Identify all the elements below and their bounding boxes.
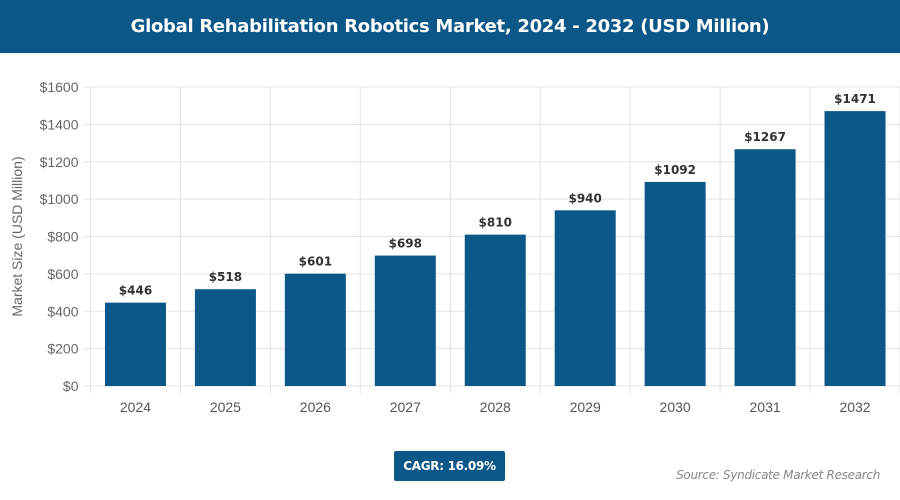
x-tick-label: 2027 bbox=[390, 399, 421, 415]
data-label: $446 bbox=[119, 284, 152, 298]
bar-2026 bbox=[284, 273, 346, 386]
cagr-badge: CAGR: 16.09% bbox=[394, 451, 505, 481]
data-label: $1471 bbox=[834, 92, 876, 106]
y-tick-label: $1600 bbox=[40, 79, 79, 95]
bar-2032 bbox=[824, 111, 886, 386]
data-label: $1092 bbox=[654, 163, 696, 177]
x-tick-label: 2031 bbox=[750, 399, 781, 415]
bar-2031 bbox=[734, 149, 796, 386]
data-label: $601 bbox=[299, 255, 332, 269]
bar-2029 bbox=[554, 210, 616, 386]
bar-2024 bbox=[104, 302, 166, 386]
chart-title: Global Rehabilitation Robotics Market, 2… bbox=[0, 0, 900, 53]
y-tick-label: $1000 bbox=[40, 191, 79, 207]
x-tick-label: 2028 bbox=[480, 399, 511, 415]
bar-2028 bbox=[464, 234, 526, 386]
y-tick-label: $800 bbox=[47, 229, 78, 245]
y-tick-label: $600 bbox=[47, 266, 78, 282]
data-label: $698 bbox=[389, 237, 422, 251]
x-tick-label: 2032 bbox=[839, 399, 870, 415]
x-tick-label: 2029 bbox=[570, 399, 601, 415]
y-tick-label: $200 bbox=[47, 341, 78, 357]
bar-2030 bbox=[644, 181, 706, 386]
data-label: $810 bbox=[479, 216, 512, 230]
x-tick-label: 2025 bbox=[210, 399, 241, 415]
data-label: $518 bbox=[209, 270, 242, 284]
y-axis-label: Market Size (USD Million) bbox=[9, 156, 25, 316]
y-tick-label: $400 bbox=[47, 303, 78, 319]
y-tick-label: $0 bbox=[63, 378, 79, 394]
bar-2027 bbox=[374, 255, 436, 386]
data-label: $940 bbox=[568, 191, 601, 205]
bar-2025 bbox=[194, 289, 256, 386]
x-tick-label: 2030 bbox=[660, 399, 691, 415]
y-tick-label: $1200 bbox=[40, 154, 79, 170]
x-tick-label: 2026 bbox=[300, 399, 331, 415]
source-note: Source: Syndicate Market Research bbox=[676, 468, 880, 482]
data-label: $1267 bbox=[744, 130, 786, 144]
y-tick-label: $1400 bbox=[40, 116, 79, 132]
x-tick-label: 2024 bbox=[120, 399, 151, 415]
